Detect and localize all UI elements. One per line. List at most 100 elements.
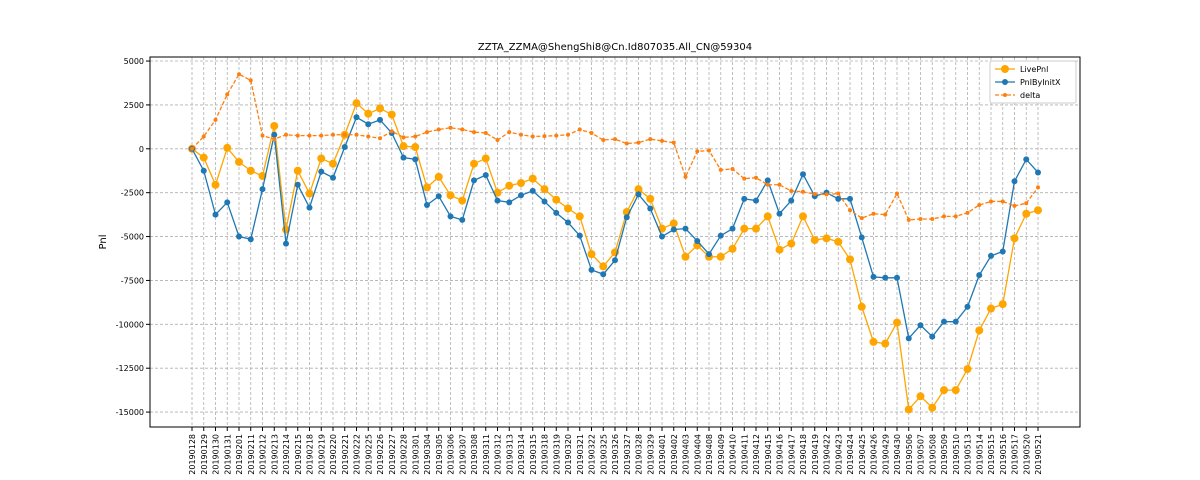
x-tick-label: 20190130 (212, 434, 221, 475)
x-tick-label: 20190423 (834, 434, 843, 475)
point (963, 365, 972, 374)
point (284, 132, 288, 137)
point (353, 114, 360, 121)
point (1011, 178, 1018, 185)
point (810, 236, 819, 245)
point (552, 195, 561, 204)
point (682, 225, 689, 232)
point (411, 143, 420, 152)
point (412, 156, 419, 163)
point (354, 132, 359, 137)
point (306, 204, 313, 211)
point (787, 239, 796, 248)
point (930, 217, 935, 222)
point (1012, 203, 1017, 208)
y-tick-label: -15000 (116, 408, 144, 417)
point (894, 274, 900, 281)
point (507, 130, 512, 135)
point (941, 318, 947, 325)
y-tick-label: -7500 (121, 276, 144, 285)
point (836, 191, 841, 196)
y-tick-label: -5000 (121, 233, 144, 242)
point (904, 405, 913, 414)
point (389, 129, 394, 134)
point (882, 274, 889, 281)
point (566, 132, 570, 137)
point (588, 266, 595, 273)
y-tick-label: -12500 (116, 364, 144, 373)
point (800, 171, 806, 178)
point (472, 130, 476, 135)
point (847, 195, 853, 202)
point (718, 167, 723, 172)
x-tick-label: 20190509 (940, 434, 949, 475)
y-axis-label: Pnl (98, 235, 109, 250)
legend-marker (1001, 65, 1009, 73)
point (895, 191, 899, 196)
point (942, 214, 946, 219)
point (200, 167, 207, 174)
point (305, 189, 314, 198)
point (824, 192, 829, 197)
legend-marker (1003, 93, 1007, 97)
point (977, 202, 982, 207)
point (329, 159, 337, 168)
point (659, 233, 665, 240)
legend-marker (1002, 79, 1008, 85)
x-tick-label: 20190314 (517, 434, 526, 475)
x-tick-label: 20190325 (599, 434, 608, 475)
point (471, 177, 477, 184)
point (223, 143, 232, 152)
point (777, 182, 782, 187)
x-tick-label: 20190321 (576, 434, 585, 475)
point (436, 127, 441, 132)
point (660, 138, 664, 143)
legend-label: LivePnl (1020, 65, 1048, 74)
point (669, 219, 678, 228)
point (859, 216, 864, 221)
point (788, 197, 795, 204)
x-tick-label: 20190521 (1034, 434, 1043, 475)
point (352, 99, 361, 108)
point (400, 154, 407, 161)
point (589, 131, 594, 136)
x-tick-label: 20190416 (776, 434, 785, 475)
x-tick-label: 20190328 (635, 434, 644, 475)
y-tick-label: -10000 (116, 320, 144, 329)
point (846, 255, 854, 264)
point (998, 300, 1007, 309)
x-tick-label: 20190225 (364, 434, 373, 475)
point (541, 198, 548, 205)
point (848, 208, 852, 213)
point (694, 237, 701, 244)
point (883, 212, 888, 217)
x-tick-label: 20190319 (552, 434, 561, 475)
x-tick-label: 20190326 (611, 434, 620, 475)
point (190, 146, 194, 151)
point (975, 326, 984, 335)
x-tick-label: 20190311 (482, 434, 491, 475)
point (835, 195, 842, 202)
point (763, 212, 772, 221)
point (483, 131, 488, 136)
point (387, 110, 396, 119)
point (695, 149, 700, 154)
point (601, 138, 606, 143)
point (893, 318, 901, 327)
point (717, 232, 724, 239)
point (294, 181, 301, 188)
point (270, 121, 279, 130)
point (587, 250, 596, 259)
x-tick-label: 20190320 (564, 434, 573, 475)
point (624, 141, 629, 146)
point (940, 386, 948, 395)
point (260, 133, 265, 138)
legend-label: delta (1020, 91, 1040, 100)
point (518, 192, 524, 199)
x-tick-label: 20190510 (952, 434, 961, 475)
point (331, 132, 335, 137)
x-tick-label: 20190226 (376, 434, 385, 475)
y-tick-label: -2500 (121, 189, 144, 198)
point (976, 272, 983, 279)
point (764, 177, 771, 184)
